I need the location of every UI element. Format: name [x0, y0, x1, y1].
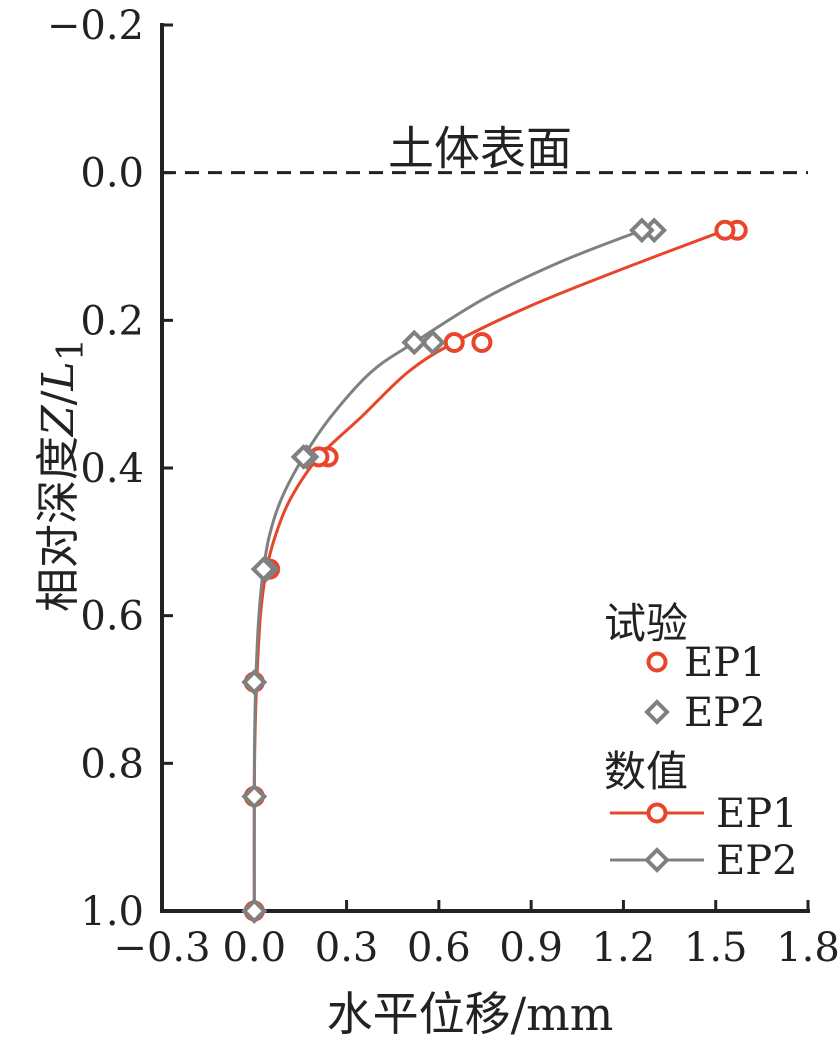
y-axis-label-italic: Z: [33, 405, 84, 436]
markers: [241, 217, 748, 924]
x-tick-label: 0.3: [315, 925, 379, 971]
x-tick-label: 1.5: [684, 925, 748, 971]
marker-ep2-numerical: [629, 217, 655, 244]
y-axis-label-sub: 1: [48, 338, 92, 362]
y-tick-label: 0.0: [80, 151, 144, 197]
y-axis-label-italic2: L: [33, 361, 84, 391]
y-tick-label: 1.0: [80, 889, 144, 935]
marker-ep1-numerical: [443, 331, 465, 353]
marker-ep2-numerical: [250, 556, 277, 582]
tick-labels: −0.2 0.0 0.2 0.4 0.6 0.8 1.0−0.3 0.0 0.3 0.6 0.9 1.…: [47, 3, 839, 971]
marker-ep2-numerical: [241, 898, 268, 924]
marker-ep2-numerical: [241, 669, 268, 695]
legend-marker-ep2-numerical: [644, 847, 670, 873]
x-tick-label: 0.0: [222, 925, 286, 971]
marker-ep2-numerical: [401, 329, 428, 356]
legend-label-ep1-test: EP1: [684, 640, 766, 686]
curve-ep2-numerical: [252, 228, 643, 912]
curves: [252, 228, 726, 912]
legend-label-ep1-numerical: EP1: [716, 791, 798, 837]
legend-label-ep2-test: EP2: [684, 690, 766, 736]
legend-group-title-numerical: 数值: [604, 747, 688, 796]
x-axis-label: 水平位移/mm: [327, 987, 614, 1041]
y-tick-label: 0.8: [80, 741, 144, 787]
marker-ep1-numerical: [714, 219, 736, 241]
legend-group-title-test: 试验: [604, 599, 688, 648]
x-tick-label: −0.3: [113, 925, 210, 971]
legend-marker-ep1-test: [646, 651, 668, 673]
x-tick-label: 1.8: [776, 925, 839, 971]
x-tick-label: 0.6: [407, 925, 471, 971]
y-tick-label: 0.4: [80, 446, 144, 492]
x-tick-label: 0.9: [499, 925, 563, 971]
legend-marker-ep1-numerical: [646, 802, 668, 824]
y-tick-label: 0.2: [80, 298, 144, 344]
legend-marker-ep2-test: [644, 699, 670, 725]
marker-ep1-test: [471, 331, 493, 353]
y-tick-label: −0.2: [47, 3, 144, 49]
y-axis-label-slash: /: [33, 390, 84, 406]
marker-ep2-test: [419, 329, 446, 356]
legend-label-ep2-numerical: EP2: [716, 838, 798, 884]
surface-label: 土体表面: [388, 122, 572, 176]
y-axis-label-prefix: 相对深度: [33, 436, 84, 612]
y-tick-label: 0.6: [80, 594, 144, 640]
surface-annotation: 土体表面: [162, 122, 808, 176]
x-tick-label: 1.2: [592, 925, 656, 971]
marker-ep2-numerical: [241, 783, 268, 810]
marker-ep2-numerical: [290, 444, 317, 470]
